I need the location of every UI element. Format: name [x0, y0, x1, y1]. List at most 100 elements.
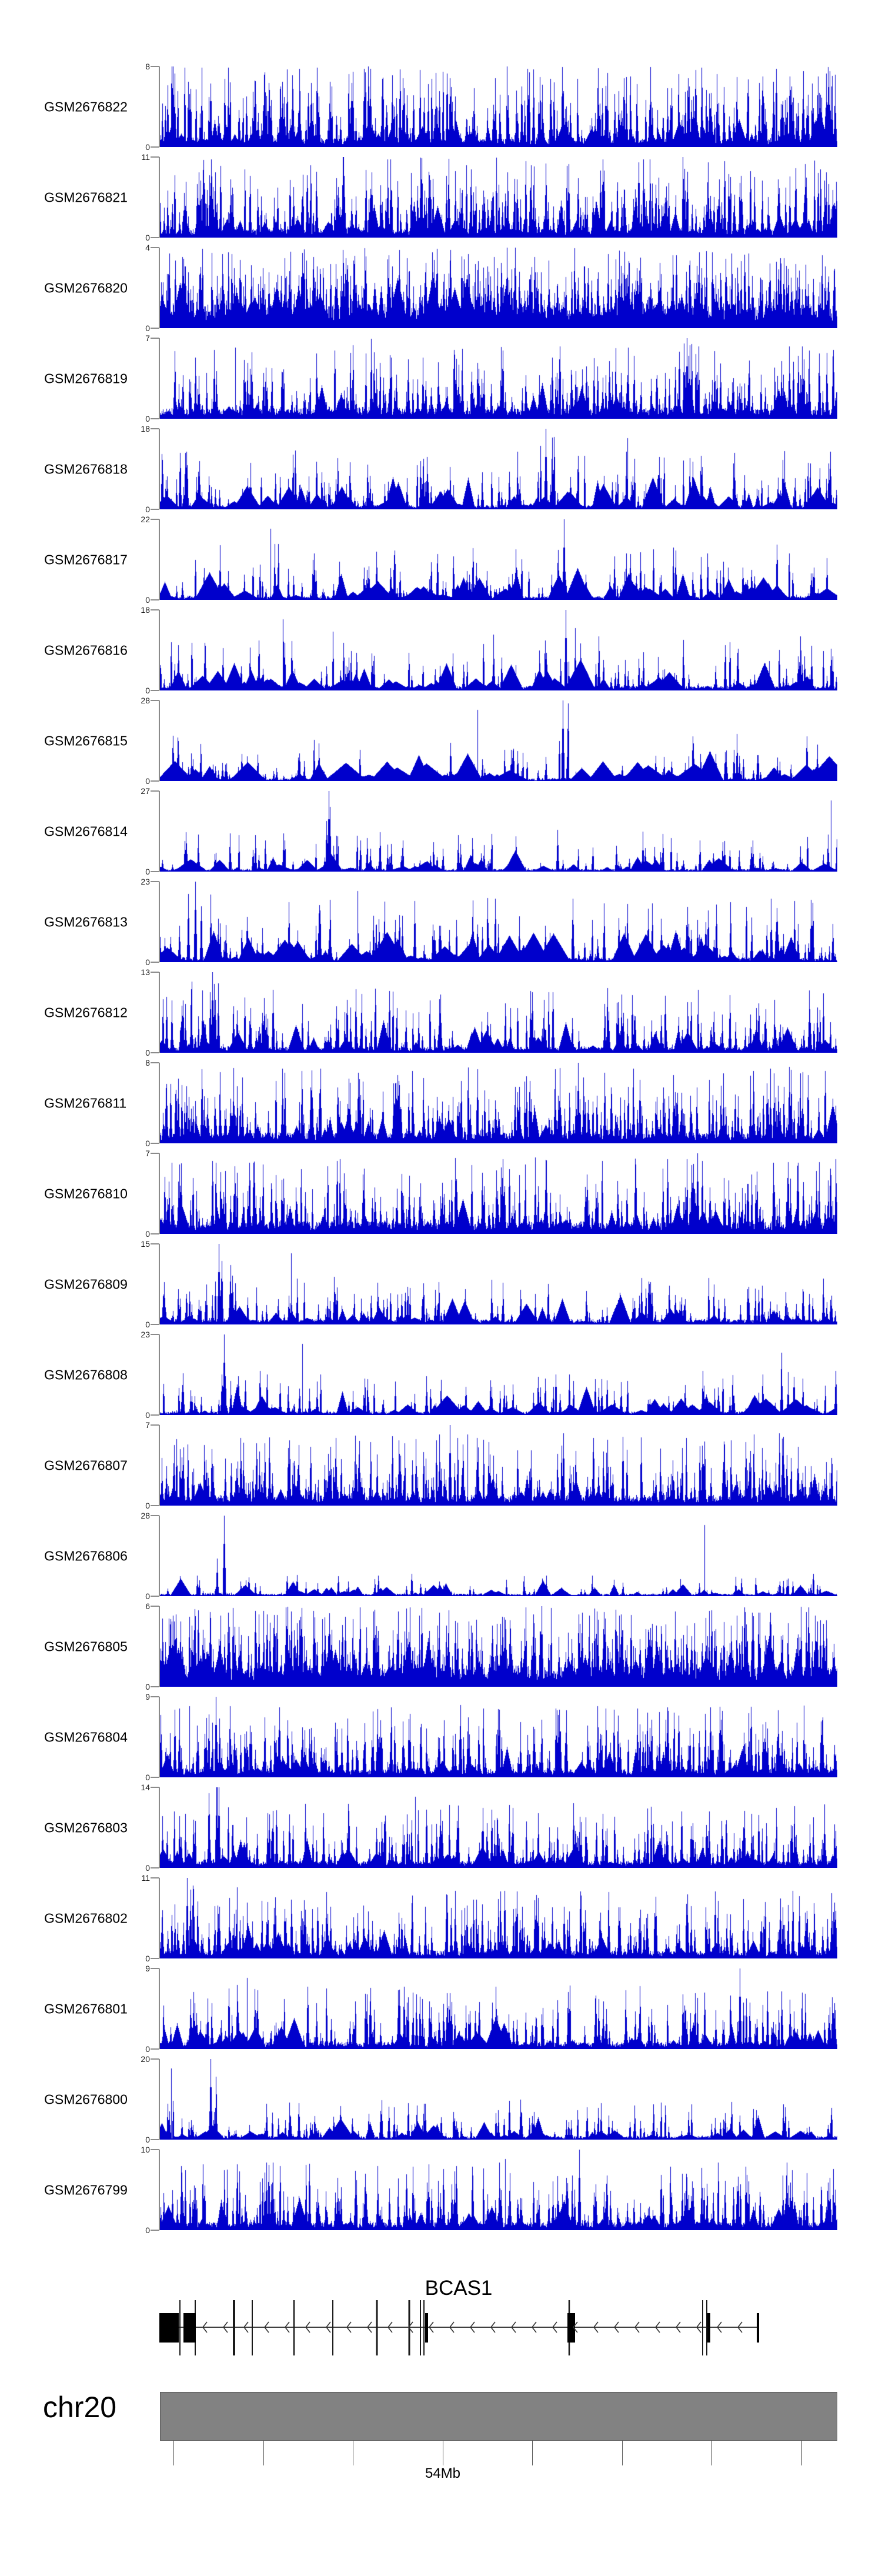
position-tick-label: 54Mb	[425, 2465, 461, 2481]
coverage-signal	[160, 1334, 837, 1415]
y-axis-top-tick	[151, 972, 159, 973]
y-axis-max-label: 18	[141, 605, 150, 615]
y-axis-zero-label: 0	[145, 505, 150, 514]
chromosome-name-label: chr20	[43, 2391, 117, 2424]
coverage-track: GSM2676809 15 0	[0, 1239, 882, 1329]
y-axis-line	[159, 1244, 160, 1324]
sample-name-label: GSM2676802	[44, 1910, 128, 1926]
coverage-signal	[160, 791, 837, 872]
y-axis-top-tick	[151, 2058, 159, 2060]
y-axis-top-tick	[151, 1334, 159, 1335]
y-axis-max-label: 23	[141, 877, 150, 886]
y-axis-bottom-tick	[151, 871, 159, 872]
y-axis-top-tick	[151, 1424, 159, 1426]
y-axis-bottom-tick	[151, 1958, 159, 1959]
coverage-track: GSM2676821 11 0	[0, 152, 882, 242]
y-axis-line	[159, 2059, 160, 2140]
y-axis-line	[159, 1968, 160, 2049]
y-axis-line	[159, 972, 160, 1053]
coverage-signal	[160, 1153, 837, 1234]
y-axis-zero-label: 0	[145, 1139, 150, 1148]
y-axis-max-label: 11	[141, 152, 150, 162]
coverage-signal	[160, 338, 837, 419]
y-axis-bottom-tick	[151, 418, 159, 419]
y-axis-top-tick	[151, 66, 159, 67]
y-axis-top-tick	[151, 338, 159, 339]
coverage-signal	[160, 66, 837, 147]
y-axis-max-label: 7	[145, 1149, 150, 1158]
y-axis-bottom-tick	[151, 1777, 159, 1778]
y-axis-line	[159, 2150, 160, 2230]
y-axis-max-label: 7	[145, 1420, 150, 1430]
chromosome-tick	[711, 2441, 712, 2465]
y-axis-max-label: 20	[141, 2054, 150, 2064]
y-axis-bottom-tick	[151, 1324, 159, 1325]
y-axis-zero-label: 0	[145, 233, 150, 242]
y-axis-line	[159, 1334, 160, 1415]
y-axis-top-tick	[151, 1062, 159, 1063]
y-axis-bottom-tick	[151, 2048, 159, 2050]
y-axis-line	[159, 429, 160, 509]
coverage-track: GSM2676801 9 0	[0, 1964, 882, 2054]
y-axis-zero-label: 0	[145, 1229, 150, 1239]
y-axis-bottom-tick	[151, 1596, 159, 1597]
y-axis-max-label: 8	[145, 1058, 150, 1067]
y-axis-bottom-tick	[151, 1052, 159, 1053]
coverage-track: GSM2676813 23 0	[0, 877, 882, 967]
coverage-signal	[160, 1244, 837, 1324]
chromosome-tick	[532, 2441, 533, 2465]
coverage-signal	[160, 248, 837, 328]
y-axis-line	[159, 248, 160, 328]
y-axis-zero-label: 0	[145, 1410, 150, 1420]
sample-name-label: GSM2676803	[44, 1820, 128, 1835]
sample-name-label: GSM2676804	[44, 1729, 128, 1744]
y-axis-bottom-tick	[151, 328, 159, 329]
y-axis-max-label: 9	[145, 1692, 150, 1701]
y-axis-bottom-tick	[151, 599, 159, 600]
y-axis-line	[159, 1878, 160, 1958]
coverage-track: GSM2676818 18 0	[0, 424, 882, 514]
y-axis-zero-label: 0	[145, 1773, 150, 1782]
sample-name-label: GSM2676799	[44, 2182, 128, 2197]
coverage-signal	[160, 2059, 837, 2140]
y-axis-top-tick	[151, 156, 159, 158]
y-axis-line	[159, 66, 160, 147]
coverage-signal	[160, 1425, 837, 1506]
sample-name-label: GSM2676806	[44, 1548, 128, 1563]
sample-name-label: GSM2676810	[44, 1186, 128, 1201]
y-axis-bottom-tick	[151, 2139, 159, 2140]
coverage-track: GSM2676805 6 0	[0, 1601, 882, 1691]
gene-name-label: BCAS1	[425, 2277, 493, 2300]
y-axis-line	[159, 1787, 160, 1868]
coverage-signal	[160, 1697, 837, 1777]
y-axis-line	[159, 519, 160, 600]
sample-name-label: GSM2676811	[44, 1095, 127, 1110]
coverage-track: GSM2676800 20 0	[0, 2054, 882, 2144]
chromosome-tick	[263, 2441, 264, 2465]
y-axis-line	[159, 882, 160, 962]
chromosome-ideogram-bar	[160, 2392, 837, 2441]
sample-name-label: GSM2676801	[44, 2001, 128, 2016]
y-axis-max-label: 28	[141, 696, 150, 705]
sample-name-label: GSM2676805	[44, 1639, 128, 1654]
y-axis-zero-label: 0	[145, 957, 150, 967]
sample-name-label: GSM2676808	[44, 1367, 128, 1382]
coverage-signal	[160, 610, 837, 690]
y-axis-bottom-tick	[151, 2230, 159, 2231]
coverage-track: GSM2676816 18 0	[0, 605, 882, 695]
y-axis-bottom-tick	[151, 1143, 159, 1144]
y-axis-max-label: 8	[145, 62, 150, 71]
y-axis-zero-label: 0	[145, 2044, 150, 2054]
y-axis-zero-label: 0	[145, 414, 150, 423]
y-axis-zero-label: 0	[145, 2225, 150, 2235]
sample-name-label: GSM2676819	[44, 371, 128, 386]
y-axis-max-label: 23	[141, 1330, 150, 1339]
sample-name-label: GSM2676822	[44, 99, 128, 114]
y-axis-bottom-tick	[151, 690, 159, 691]
y-axis-zero-label: 0	[145, 323, 150, 333]
coverage-signal	[160, 1063, 837, 1143]
y-axis-bottom-tick	[151, 780, 159, 782]
chromosome-tick	[622, 2441, 623, 2465]
y-axis-max-label: 15	[141, 1239, 150, 1249]
coverage-track: GSM2676812 13 0	[0, 967, 882, 1057]
